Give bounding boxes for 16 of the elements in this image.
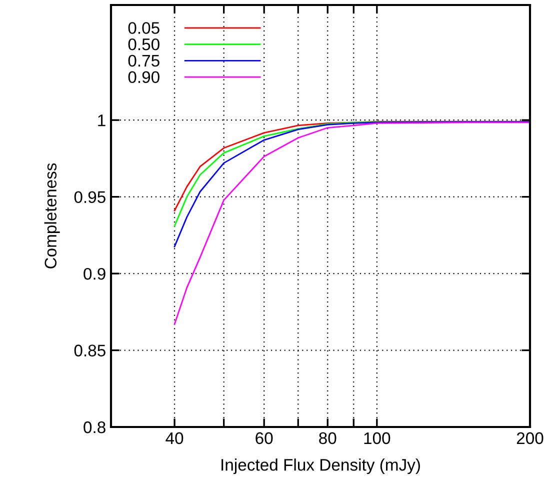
- x-tick-label: 40: [166, 432, 184, 444]
- legend-label: 0.05: [128, 22, 160, 34]
- x-tick-label: 60: [256, 432, 273, 444]
- legend-label: 0.50: [128, 38, 160, 50]
- y-axis-title: Completeness: [44, 163, 60, 268]
- y-tick-label: 0.8: [84, 421, 106, 434]
- y-tick-label: 1: [98, 114, 106, 126]
- x-tick-label: 80: [319, 432, 336, 444]
- y-tick-label: 0.95: [74, 191, 106, 204]
- x-tick-label: 100: [364, 432, 390, 444]
- x-tick-label: 200: [516, 432, 544, 444]
- y-tick-label: 0.85: [74, 344, 106, 356]
- legend-label: 0.90: [128, 71, 160, 84]
- legend-label: 0.75: [128, 54, 160, 67]
- y-tick-label: 0.9: [84, 268, 106, 280]
- x-axis-title: Injected Flux Density (mJy): [222, 458, 420, 474]
